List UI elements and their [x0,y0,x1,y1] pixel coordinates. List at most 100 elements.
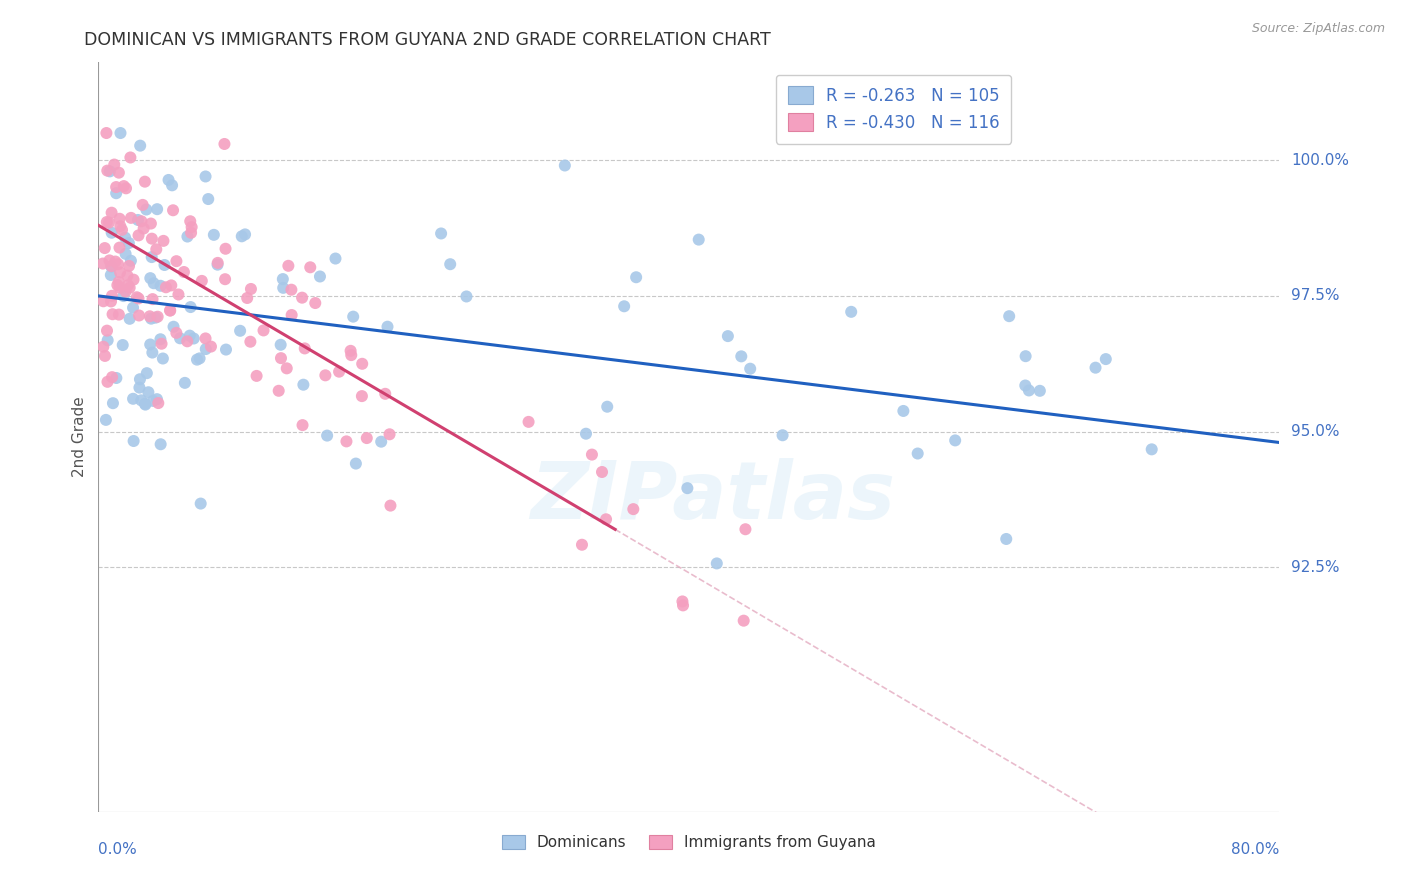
Point [122,301,145,315]
Point [575,426,598,441]
Point [581,448,603,462]
Point [340,348,363,362]
Point [145,242,167,256]
Point [105,186,128,201]
Point [200,340,222,354]
Point [134,398,156,412]
Point [231,229,253,244]
Point [152,351,174,366]
Point [141,292,163,306]
Point [131,198,153,212]
Point [108,211,131,226]
Point [131,214,153,228]
Point [129,372,152,386]
Point [114,285,136,299]
Point [456,289,478,303]
Point [135,366,157,380]
Point [314,368,336,383]
Point [153,258,176,272]
Point [96,324,118,338]
Point [304,296,326,310]
Point [97,333,120,347]
Point [152,234,174,248]
Point [110,219,132,234]
Point [101,396,124,410]
Point [111,338,134,352]
Point [129,138,152,153]
Point [276,361,298,376]
Point [139,217,162,231]
Point [706,557,728,571]
Point [207,256,229,270]
Point [554,159,576,173]
Point [100,294,122,309]
Point [91,256,114,270]
Point [94,241,117,255]
Point [215,343,238,357]
Point [176,334,198,349]
Point [907,446,929,460]
Point [291,291,314,305]
Point [380,499,402,513]
Point [96,126,118,140]
Point [277,259,299,273]
Point [370,434,392,449]
Point [378,427,401,442]
Point [162,319,184,334]
Point [160,178,183,193]
Point [142,277,165,291]
Point [107,257,129,271]
Point [145,310,167,325]
Point [734,522,756,536]
Point [103,157,125,171]
Point [139,271,162,285]
Point [190,497,212,511]
Point [309,269,332,284]
Point [377,319,399,334]
Point [173,265,195,279]
Point [613,299,636,313]
Point [252,323,274,337]
Point [356,431,378,445]
Point [159,303,181,318]
Point [115,181,138,195]
Point [271,281,294,295]
Point [214,272,236,286]
Point [271,272,294,286]
Text: 92.5%: 92.5% [1291,560,1340,574]
Point [120,253,142,268]
Point [118,235,141,250]
Point [149,332,172,346]
Point [146,310,169,324]
Point [150,336,173,351]
Point [995,532,1018,546]
Point [101,289,124,303]
Point [291,418,314,433]
Point [191,274,214,288]
Point [160,278,183,293]
Point [120,151,142,165]
Point [214,136,236,151]
Point [229,324,252,338]
Point [111,223,134,237]
Point [740,361,762,376]
Point [93,340,115,354]
Text: ZIPatlas: ZIPatlas [530,458,896,536]
Point [139,337,162,351]
Point [167,287,190,301]
Point [98,253,121,268]
Point [998,309,1021,323]
Point [117,268,139,283]
Point [1094,352,1116,367]
Point [1140,442,1163,457]
Y-axis label: 2nd Grade: 2nd Grade [72,397,87,477]
Point [94,349,117,363]
Point [335,434,357,449]
Point [893,404,915,418]
Point [730,349,752,363]
Point [207,258,229,272]
Point [672,599,695,613]
Point [339,343,361,358]
Point [100,268,122,282]
Point [122,273,145,287]
